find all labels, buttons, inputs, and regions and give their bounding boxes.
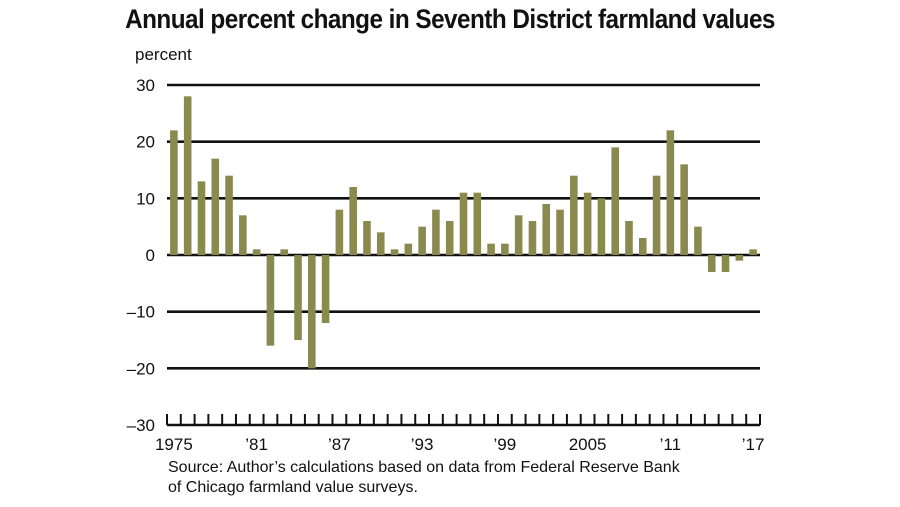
bar bbox=[335, 209, 344, 255]
y-tick-label: –10 bbox=[127, 303, 155, 322]
bar bbox=[404, 243, 413, 255]
y-tick-label: 30 bbox=[136, 76, 155, 95]
bar bbox=[501, 243, 509, 255]
bar bbox=[528, 221, 537, 255]
bar bbox=[542, 204, 551, 255]
y-tick-label: 20 bbox=[136, 133, 155, 152]
bar bbox=[459, 192, 468, 255]
bar bbox=[183, 96, 192, 255]
bar bbox=[638, 238, 647, 255]
x-tick-label: ’11 bbox=[660, 435, 681, 454]
x-tick-label: ’81 bbox=[245, 435, 268, 454]
y-tick-label: –30 bbox=[127, 416, 155, 435]
y-tick-label: 10 bbox=[136, 189, 155, 208]
bar bbox=[611, 147, 619, 255]
bar bbox=[735, 255, 744, 261]
bar bbox=[239, 215, 247, 255]
bar bbox=[680, 164, 688, 255]
bar bbox=[170, 130, 178, 255]
bar bbox=[556, 209, 564, 255]
x-tick-labels: 1975 ’81 ’87 ’93 ’99 2005 ’11 ’17 bbox=[155, 435, 764, 454]
x-tick-label: 2005 bbox=[569, 435, 607, 454]
bar bbox=[625, 221, 633, 255]
bar bbox=[294, 255, 302, 340]
x-tick-label: ’99 bbox=[494, 435, 517, 454]
bar bbox=[583, 192, 592, 255]
bar bbox=[749, 249, 757, 255]
bar bbox=[225, 175, 233, 255]
bars bbox=[170, 96, 757, 369]
y-tick-label: –20 bbox=[127, 359, 155, 378]
x-axis bbox=[166, 414, 761, 427]
bar bbox=[666, 130, 675, 255]
bar bbox=[308, 255, 316, 369]
source-note: Source: Author’s calculations based on d… bbox=[168, 458, 680, 498]
y-axis-label: percent bbox=[135, 45, 192, 64]
bar bbox=[211, 158, 220, 255]
bar bbox=[597, 198, 606, 255]
bar bbox=[432, 209, 440, 255]
bar bbox=[487, 243, 495, 255]
bar bbox=[321, 255, 330, 323]
x-tick-label: ’17 bbox=[742, 435, 765, 454]
bar bbox=[570, 175, 578, 255]
bar bbox=[280, 249, 289, 255]
bar bbox=[376, 232, 385, 255]
chart-title: Annual percent change in Seventh Distric… bbox=[125, 4, 775, 34]
x-tick-label: 1975 bbox=[155, 435, 193, 454]
bar bbox=[266, 255, 275, 346]
bar bbox=[445, 221, 454, 255]
source-line-2: of Chicago farmland value surveys. bbox=[168, 479, 418, 496]
bar bbox=[349, 187, 357, 255]
bar bbox=[652, 175, 661, 255]
bar bbox=[252, 249, 261, 255]
bar bbox=[197, 181, 206, 255]
bar bbox=[514, 215, 523, 255]
bar bbox=[694, 226, 702, 255]
x-tick-label: ’87 bbox=[328, 435, 351, 454]
x-tick-label: ’93 bbox=[411, 435, 434, 454]
bar bbox=[390, 249, 399, 255]
bar bbox=[721, 255, 730, 272]
bar bbox=[473, 192, 482, 255]
y-tick-label: 0 bbox=[146, 246, 155, 265]
bar bbox=[363, 221, 371, 255]
source-line-1: Source: Author’s calculations based on d… bbox=[168, 459, 680, 476]
bar bbox=[418, 226, 426, 255]
y-tick-labels: 30 20 10 0 –10 –20 –30 bbox=[127, 76, 155, 435]
bar bbox=[707, 255, 716, 272]
